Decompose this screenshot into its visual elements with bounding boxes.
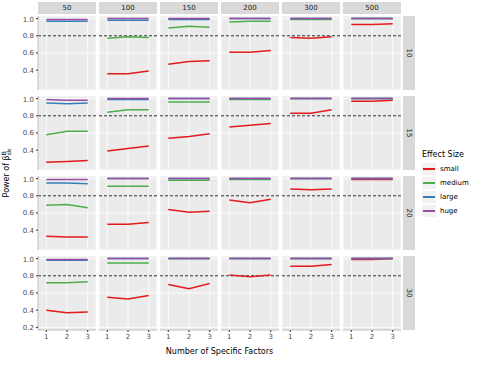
svg-text:0.2: 0.2 [23, 324, 34, 332]
html-text:200: 200 [243, 4, 257, 12]
svg-text:1.0: 1.0 [23, 16, 34, 24]
svg-text:1: 1 [44, 333, 48, 341]
svg-text:2: 2 [309, 333, 313, 341]
html-text:150: 150 [182, 4, 196, 12]
svg-text:1: 1 [227, 333, 231, 341]
svg-text:0.4: 0.4 [23, 227, 35, 235]
html-text:large: large [440, 193, 458, 201]
svg-text:3: 3 [207, 333, 211, 341]
svg-text:0.8: 0.8 [23, 32, 34, 40]
svg-text:1: 1 [105, 333, 109, 341]
svg-text:3: 3 [268, 333, 272, 341]
html-text:10: 10 [405, 48, 413, 58]
svg-text:0.4: 0.4 [23, 307, 35, 315]
svg-text:0.4: 0.4 [23, 147, 35, 155]
html-text:small: small [440, 165, 459, 173]
svg-text:0.8: 0.8 [23, 192, 34, 200]
html-text:15: 15 [405, 128, 413, 138]
html-text:Effect Size: Effect Size [422, 150, 464, 159]
svg-text:0.6: 0.6 [23, 209, 35, 217]
svg-text:1: 1 [288, 333, 292, 341]
svg-text:3: 3 [85, 333, 89, 341]
html-text:300: 300 [304, 4, 318, 12]
svg-text:0.6: 0.6 [23, 129, 35, 137]
svg-text:3: 3 [329, 333, 333, 341]
svg-text:3: 3 [146, 333, 150, 341]
svg-text:2: 2 [187, 333, 191, 341]
svg-text:Power of βBsk: Power of βBsk [8, 148, 12, 197]
svg-text:3: 3 [390, 333, 394, 341]
svg-text:2: 2 [65, 333, 69, 341]
svg-text:0.6: 0.6 [23, 289, 35, 297]
html-text:huge: huge [440, 207, 458, 215]
svg-text:1.0: 1.0 [23, 96, 34, 104]
svg-text:1: 1 [349, 333, 353, 341]
html-text:500: 500 [365, 4, 379, 12]
svg-text:1: 1 [166, 333, 170, 341]
svg-text:0.8: 0.8 [23, 272, 34, 280]
svg-text:0.6: 0.6 [23, 49, 35, 57]
html-text:medium: medium [440, 179, 469, 187]
html-text:50: 50 [62, 4, 72, 12]
svg-text:1.0: 1.0 [23, 256, 34, 264]
svg-text:2: 2 [248, 333, 252, 341]
html-text:B: B [0, 151, 7, 156]
html-text:30: 30 [405, 288, 413, 298]
svg-text:2: 2 [126, 333, 130, 341]
html-text:20: 20 [405, 208, 413, 218]
svg-text:1.0: 1.0 [23, 176, 34, 184]
svg-text:Number of Specific Factors: Number of Specific Factors [166, 347, 273, 356]
svg-text:0.8: 0.8 [23, 112, 34, 120]
html-text:100: 100 [121, 4, 135, 12]
svg-text:0.4: 0.4 [23, 67, 35, 75]
svg-text:2: 2 [370, 333, 374, 341]
